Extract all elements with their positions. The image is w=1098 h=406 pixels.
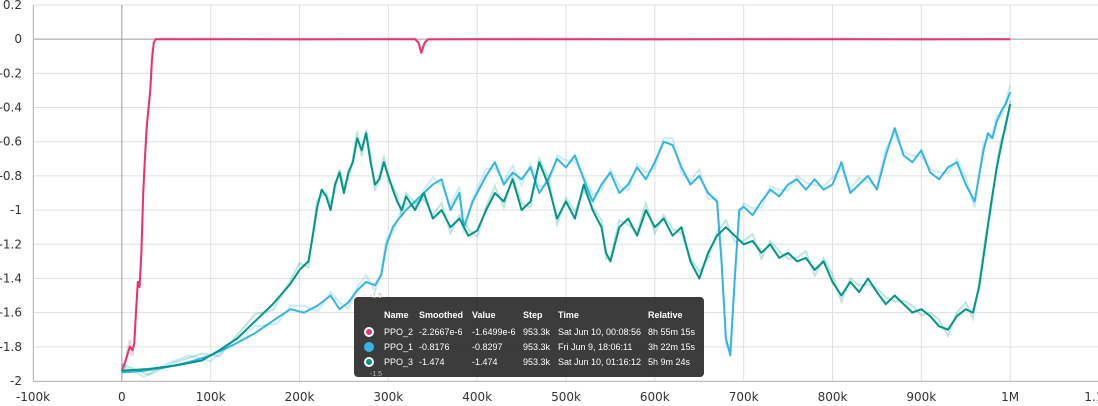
tooltip-cell-step: 953.3k xyxy=(523,357,551,367)
tooltip-faded-top-label: -1.5 xyxy=(370,293,383,300)
tooltip-cell-step: 953.3k xyxy=(523,342,551,352)
y-tick-label: -0.8 xyxy=(0,169,22,183)
x-tick-label: 200k xyxy=(285,390,315,402)
series-color-dot xyxy=(364,327,374,337)
tooltip-cell-time: Sat Jun 10, 00:08:56 xyxy=(558,327,642,337)
x-tick-label: 500k xyxy=(551,390,581,402)
y-tick-label: -0.2 xyxy=(0,66,22,80)
tooltip-header-row: Name Smoothed Value Step Time Relative xyxy=(354,308,704,322)
tooltip-cell-name: PPO_1 xyxy=(384,342,414,352)
tooltip-cell-smoothed: -1.474 xyxy=(419,357,445,367)
y-tick-label: -0.4 xyxy=(0,101,22,115)
tooltip-row-ppo1: PPO_1 -0.8176 -0.8297 953.3k Fri Jun 9, … xyxy=(354,340,704,354)
y-tick-label: -1 xyxy=(10,203,22,217)
series-line-PPO_2[interactable] xyxy=(120,38,1011,372)
tooltip-cell-smoothed: -0.8176 xyxy=(419,342,450,352)
tooltip-header-step: Step xyxy=(523,310,543,320)
series-raw-line-PPO_1 xyxy=(121,85,1012,378)
series-color-dot xyxy=(364,342,374,352)
tooltip-row-ppo2: PPO_2 -2.2667e-6 -1.6499e-6 953.3k Sat J… xyxy=(354,325,704,339)
tooltip-header-smoothed: Smoothed xyxy=(419,310,463,320)
y-tick-label: -0.6 xyxy=(0,135,22,149)
tooltip-header-time: Time xyxy=(558,310,579,320)
y-tick-label: -1.4 xyxy=(0,271,22,285)
y-tick-label: -1.2 xyxy=(0,237,22,251)
y-tick-label: 0.2 xyxy=(3,0,22,12)
series-line-PPO_1[interactable] xyxy=(121,91,1012,374)
tooltip-cell-time: Sat Jun 10, 01:16:12 xyxy=(558,357,642,367)
x-tick-label: 300k xyxy=(373,390,403,402)
x-tick-label: 1.1M xyxy=(1084,390,1098,402)
x-tick-label: 100k xyxy=(196,390,226,402)
x-tick-label: 600k xyxy=(640,390,670,402)
x-tick-label: 0 xyxy=(118,390,126,402)
y-tick-label: 0 xyxy=(14,32,22,46)
tooltip-row-ppo3: PPO_3 -1.474 -1.474 953.3k Sat Jun 10, 0… xyxy=(354,355,704,369)
series-lines xyxy=(120,37,1012,378)
hover-tooltip: -1.5 Name Smoothed Value Step Time Relat… xyxy=(354,293,704,378)
tooltip-cell-relative: 5h 9m 24s xyxy=(648,357,691,367)
x-tick-label: 400k xyxy=(462,390,492,402)
tooltip-cell-name: PPO_3 xyxy=(384,357,414,367)
tooltip-cell-relative: 3h 22m 15s xyxy=(648,342,696,352)
y-tick-label: -1.6 xyxy=(0,306,22,320)
tooltip-cell-value: -0.8297 xyxy=(472,342,503,352)
x-tick-label: -100k xyxy=(16,390,50,402)
tooltip-faded-bottom-label: -1.5 xyxy=(370,371,383,378)
tooltip-cell-name: PPO_2 xyxy=(384,327,414,337)
x-tick-label: 700k xyxy=(729,390,759,402)
x-tick-label: 800k xyxy=(818,390,848,402)
y-tick-label: -2 xyxy=(10,374,22,388)
series-line-PPO_3[interactable] xyxy=(121,103,1012,372)
tooltip-cell-time: Fri Jun 9, 18:06:11 xyxy=(558,342,633,352)
x-tick-label: 900k xyxy=(906,390,936,402)
tooltip-header-name: Name xyxy=(384,310,409,320)
tooltip-cell-value: -1.474 xyxy=(472,357,498,367)
tooltip-cell-smoothed: -2.2667e-6 xyxy=(419,327,463,337)
tooltip-cell-relative: 8h 55m 15s xyxy=(648,327,696,337)
y-tick-label: -1.8 xyxy=(0,340,22,354)
tooltip-header-relative: Relative xyxy=(648,310,683,320)
tooltip-cell-value: -1.6499e-6 xyxy=(472,327,516,337)
tooltip-header-value: Value xyxy=(472,310,496,320)
tooltip-cell-step: 953.3k xyxy=(523,327,551,337)
x-tick-label: 1M xyxy=(1001,390,1019,402)
series-color-dot xyxy=(364,357,374,367)
